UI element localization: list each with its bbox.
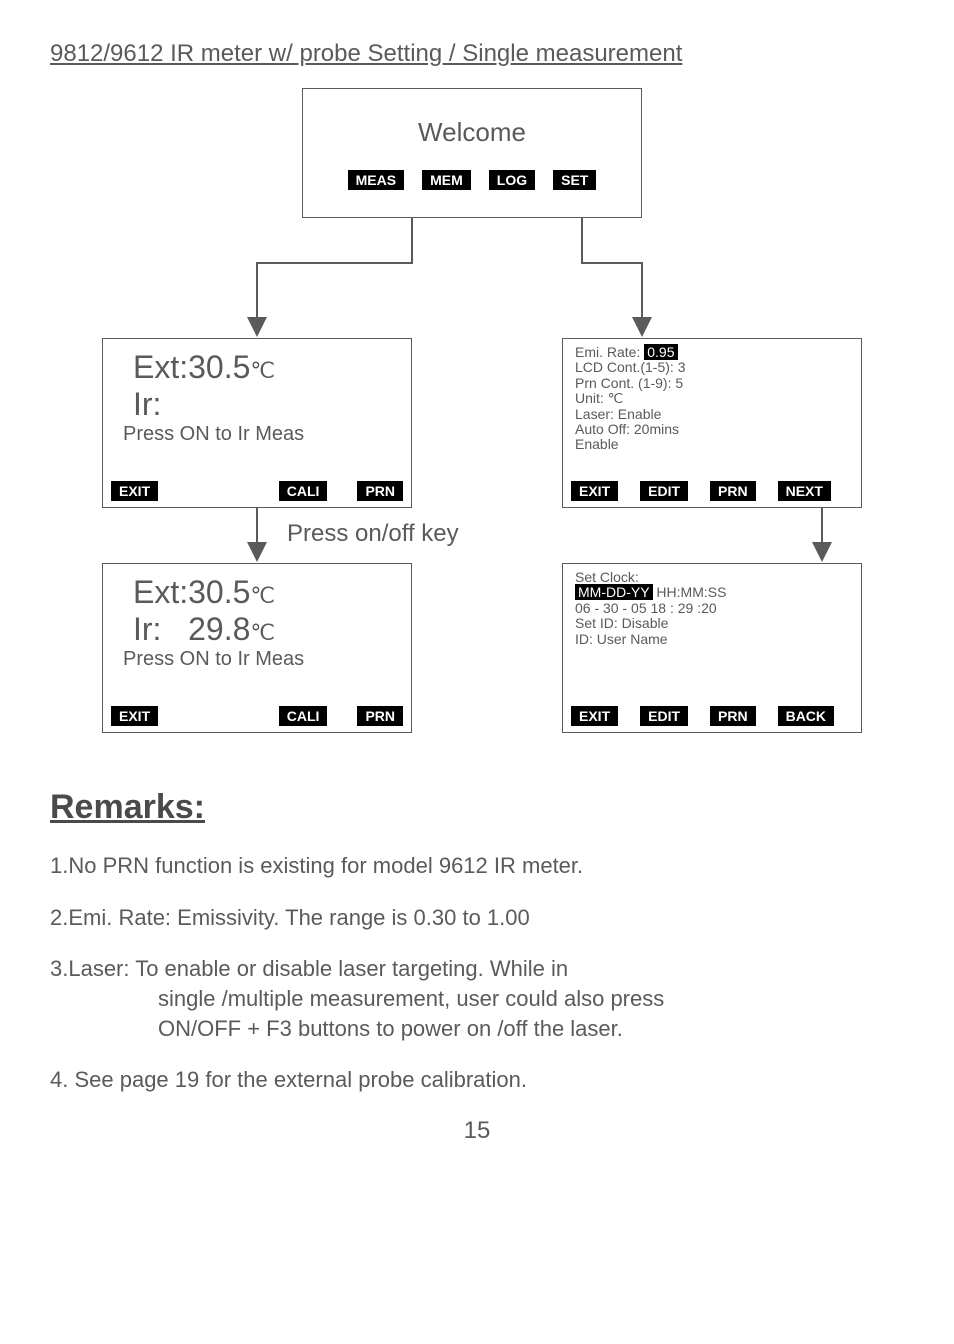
exit-button[interactable]: EXIT [111, 706, 158, 726]
press-on-label-2: Press ON to Ir Meas [103, 648, 411, 671]
ir-reading-2: Ir: 29.8℃ [103, 611, 411, 648]
prn-button[interactable]: PRN [357, 706, 403, 726]
prn-cont-line: Prn Cont. (1-9): 5 [563, 376, 861, 391]
set-id-line: Set ID: Disable [563, 616, 861, 631]
remark-4: 4. See page 19 for the external probe ca… [50, 1065, 904, 1095]
settings-screen-1: Emi. Rate: 0.95 LCD Cont.(1-5): 3 Prn Co… [562, 338, 862, 508]
page-number: 15 [50, 1117, 904, 1145]
diagram-container: Welcome MEAS MEM LOG SET Ext:30.5℃ Ir: P… [82, 88, 872, 708]
cali-button[interactable]: CALI [279, 481, 328, 501]
lcd-cont-line: LCD Cont.(1-5): 3 [563, 360, 861, 375]
prn-button[interactable]: PRN [710, 706, 756, 726]
next-button[interactable]: NEXT [778, 481, 831, 501]
set2-buttons: EXIT EDIT PRN BACK [563, 706, 861, 726]
press-onoff-label: Press on/off key [287, 520, 459, 548]
measurement-screen-2: Ext:30.5℃ Ir: 29.8℃ Press ON to Ir Meas … [102, 563, 412, 733]
ext-reading-1: Ext:30.5℃ [103, 339, 411, 386]
mem-button[interactable]: MEM [422, 170, 471, 190]
set1-buttons: EXIT EDIT PRN NEXT [563, 481, 861, 501]
page-title: 9812/9612 IR meter w/ probe Setting / Si… [50, 40, 904, 68]
edit-button[interactable]: EDIT [640, 481, 688, 501]
remark-2: 2.Emi. Rate: Emissivity. The range is 0.… [50, 903, 904, 933]
edit-button[interactable]: EDIT [640, 706, 688, 726]
meas1-buttons: EXIT CALI PRN [103, 481, 411, 501]
welcome-screen: Welcome MEAS MEM LOG SET [302, 88, 642, 218]
remark-3: 3.Laser: To enable or disable laser targ… [50, 954, 904, 1043]
exit-button[interactable]: EXIT [571, 706, 618, 726]
date-value-line: 06 - 30 - 05 18 : 29 :20 [563, 601, 861, 616]
set-button[interactable]: SET [553, 170, 596, 190]
ext-reading-2: Ext:30.5℃ [103, 564, 411, 611]
enable-line: Enable [563, 437, 861, 452]
welcome-buttons: MEAS MEM LOG SET [303, 170, 641, 190]
press-on-label-1: Press ON to Ir Meas [103, 423, 411, 446]
date-format-line: MM-DD-YY HH:MM:SS [563, 585, 861, 600]
exit-button[interactable]: EXIT [111, 481, 158, 501]
set-clock-line: Set Clock: [563, 564, 861, 585]
laser-line: Laser: Enable [563, 407, 861, 422]
welcome-label: Welcome [303, 89, 641, 148]
meas2-buttons: EXIT CALI PRN [103, 706, 411, 726]
ir-reading-1: Ir: [103, 386, 411, 423]
meas-button[interactable]: MEAS [348, 170, 404, 190]
cali-button[interactable]: CALI [279, 706, 328, 726]
emi-rate-line: Emi. Rate: 0.95 [563, 339, 861, 360]
exit-button[interactable]: EXIT [571, 481, 618, 501]
prn-button[interactable]: PRN [357, 481, 403, 501]
back-button[interactable]: BACK [778, 706, 834, 726]
autooff-line: Auto Off: 20mins [563, 422, 861, 437]
log-button[interactable]: LOG [489, 170, 535, 190]
id-name-line: ID: User Name [563, 632, 861, 647]
prn-button[interactable]: PRN [710, 481, 756, 501]
unit-line: Unit: ℃ [563, 391, 861, 406]
settings-screen-2: Set Clock: MM-DD-YY HH:MM:SS 06 - 30 - 0… [562, 563, 862, 733]
remark-1: 1.No PRN function is existing for model … [50, 851, 904, 881]
measurement-screen-1: Ext:30.5℃ Ir: Press ON to Ir Meas EXIT C… [102, 338, 412, 508]
remarks-heading: Remarks: [50, 788, 904, 827]
